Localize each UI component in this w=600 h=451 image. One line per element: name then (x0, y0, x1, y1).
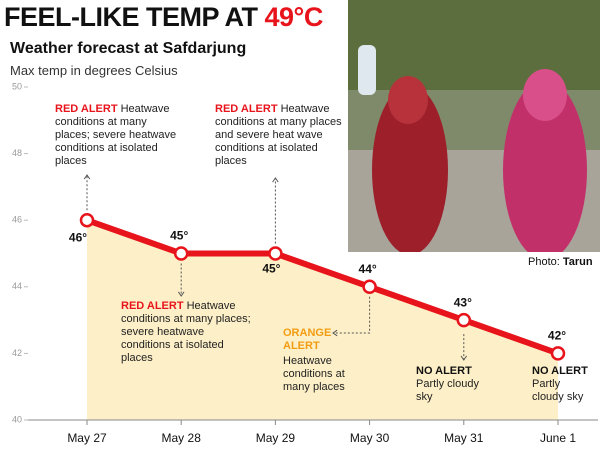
point (456, 312, 472, 328)
x-tick-label: May 31 (444, 431, 484, 445)
alert-text: Partly cloudy sky (416, 378, 479, 403)
headline-highlight: 49°C (264, 2, 324, 32)
point (362, 279, 377, 295)
point (173, 246, 189, 261)
photo (348, 0, 600, 260)
arrow-head (83, 174, 91, 180)
point (550, 346, 566, 361)
alert-level: RED ALERT (55, 103, 118, 115)
arrow-head (460, 355, 468, 361)
value-label: 43° (454, 295, 472, 309)
y-tick-label: 46 (12, 215, 22, 225)
alert-text: Partly cloudy sky (532, 378, 584, 403)
y-tick-label: 44 (12, 281, 22, 291)
y-tick-label: 40 (12, 414, 22, 424)
alert-text: Heatwave conditions at many places (283, 355, 345, 393)
value-label: 45° (262, 262, 280, 276)
x-tick-label: May 29 (256, 431, 296, 445)
point (79, 212, 95, 228)
credit-label: Photo: (528, 256, 560, 268)
area (87, 220, 558, 420)
connector (333, 296, 371, 334)
chart-subtitle: Max temp in degrees Celsius (10, 63, 178, 78)
alert-level: NO ALERT (532, 365, 588, 377)
annotation: NO ALERT Partly cloudy sky (416, 365, 496, 404)
arrow-head (177, 291, 185, 297)
x-tick-label: May 28 (162, 431, 202, 445)
credit-name: Tarun (562, 256, 593, 268)
arrow-head (332, 329, 338, 337)
alert-text: Heatwave conditions at many places; seve… (121, 300, 251, 364)
x-tick-label: June 1 (540, 431, 576, 445)
annotation: NO ALERT Partly cloudy sky (532, 365, 594, 404)
arrow-head (272, 177, 279, 183)
y-tick-label: 50 (12, 81, 22, 91)
annotation: ORANGE ALERT Heatwave conditions at many … (283, 327, 355, 394)
headline-text: FEEL-LIKE TEMP AT (4, 2, 258, 32)
annotation: RED ALERT Heatwave conditions at many pl… (215, 103, 345, 168)
x-tick-label: May 30 (350, 431, 390, 445)
alert-level: RED ALERT (121, 300, 184, 312)
alert-level: RED ALERT (215, 103, 278, 115)
line (86, 217, 559, 357)
y-tick-label: 42 (12, 348, 22, 358)
annotation: RED ALERT Heatwave conditions at many pl… (121, 300, 251, 365)
value-label: 46° (69, 230, 87, 244)
annotation: RED ALERT Heatwave conditions at many pl… (55, 103, 177, 168)
value-label: 44° (359, 262, 377, 276)
alert-text: Heatwave conditions at many places and s… (215, 103, 342, 167)
value-label: 42° (548, 329, 566, 343)
alert-level: NO ALERT (416, 365, 472, 377)
chart-title: Weather forecast at Safdarjung (10, 40, 247, 57)
alert-text: Heatwave conditions at many places; seve… (55, 103, 177, 167)
point (268, 246, 283, 261)
x-tick-label: May 27 (67, 431, 107, 445)
value-label: 45° (170, 229, 188, 243)
alert-level: ORANGE ALERT (283, 327, 332, 352)
photo-credit: Photo: Tarun (528, 256, 593, 268)
headline: FEEL-LIKE TEMP AT 49°C (4, 2, 323, 33)
y-tick-label: 48 (12, 148, 22, 158)
